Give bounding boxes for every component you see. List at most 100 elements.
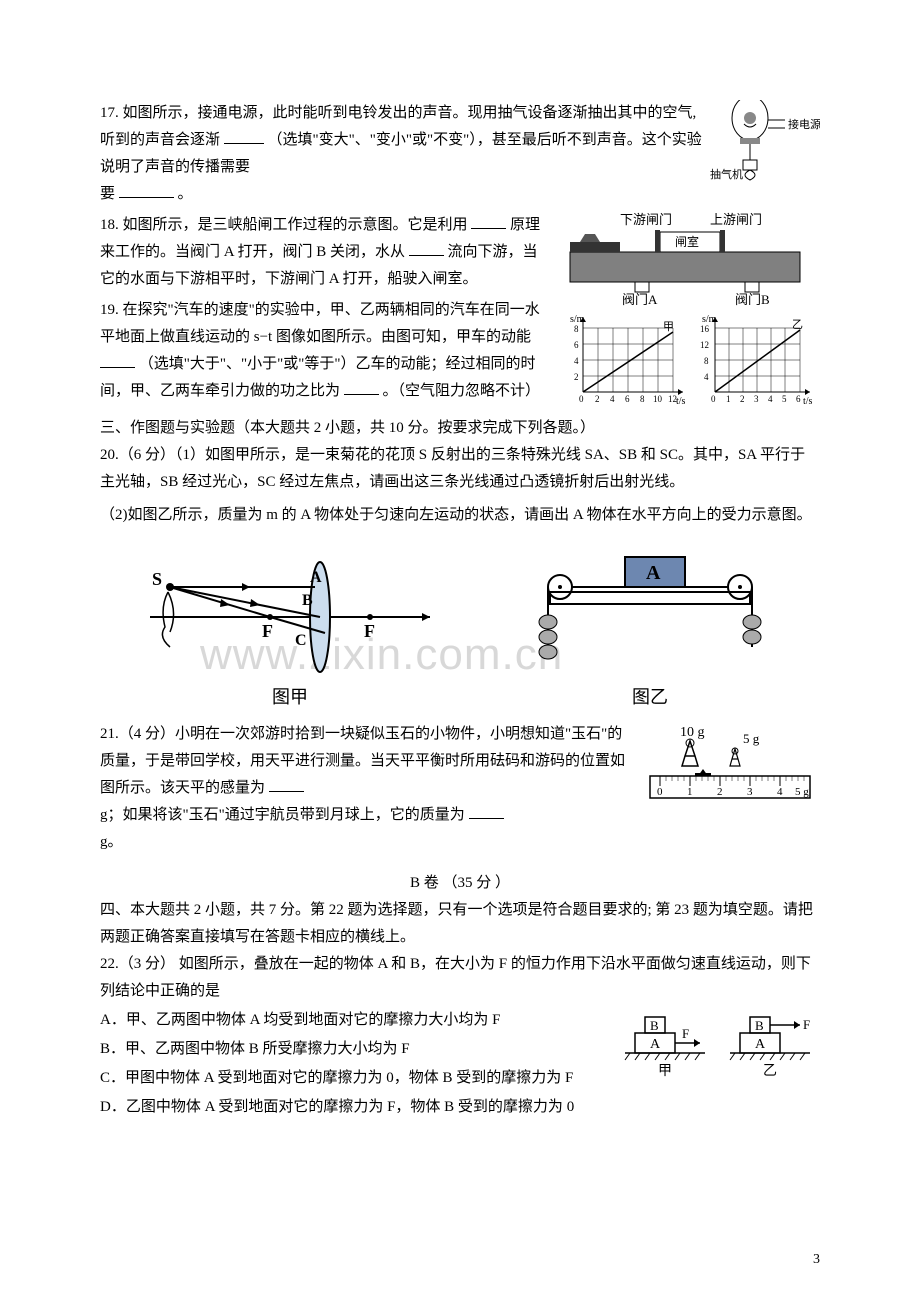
svg-text:12: 12 (700, 340, 709, 350)
svg-text:t/s: t/s (676, 396, 686, 407)
svg-text:上游闸门: 上游闸门 (710, 212, 762, 227)
section-3-title: 三、作图题与实验题（本大题共 2 小题，共 10 分。按要求完成下列各题。） (100, 415, 820, 442)
svg-text:6: 6 (574, 340, 579, 350)
q22-opt-d: D．乙图中物体 A 受到地面对它的摩擦力为 F，物体 B 受到的摩擦力为 0 (100, 1094, 820, 1121)
svg-text:4: 4 (777, 786, 783, 798)
svg-text:F: F (364, 621, 375, 641)
q17-needs-word: 要 (100, 186, 115, 202)
svg-text:阀门B: 阀门B (735, 292, 770, 307)
svg-text:10 g: 10 g (680, 725, 705, 740)
question-22: 22.（3 分） 如图所示，叠放在一起的物体 A 和 B，在大小为 F 的恒力作… (100, 951, 820, 1121)
svg-text:t/s: t/s (803, 396, 813, 407)
svg-text:0: 0 (657, 786, 663, 798)
q22-figure: A B F 甲 A B (620, 1005, 820, 1094)
q22-opt-b: B．甲、乙两图中物体 B 所受摩擦力大小均为 F (100, 1036, 612, 1063)
q18-figure: 下游闸门 上游闸门 闸室 阀门A 阀门B (560, 212, 810, 307)
svg-text:A: A (650, 1037, 661, 1052)
q20-fig-yi: A 图乙 (510, 537, 790, 713)
q17-text-b: 。 (178, 186, 193, 202)
q19-figure: s/m t/s 甲 86 42 0 24 68 (560, 307, 820, 407)
q18-text-a: 18. 如图所示，是三峡船闸工作过程的示意图。它是利用 (100, 217, 468, 233)
svg-text:B: B (302, 592, 313, 609)
q17-blank-1 (224, 129, 264, 144)
svg-text:0: 0 (711, 394, 716, 404)
q21-text-b: g；如果将该"玉石"通过宇航员带到月球上，它的质量为 (100, 807, 465, 823)
svg-text:2: 2 (740, 394, 745, 404)
q19-text-b: 。（空气阻力忽略不计） (383, 383, 541, 399)
svg-text:C: C (295, 632, 307, 649)
question-17: 17. 如图所示，接通电源，此时能听到电铃发出的声音。现用抽气设备逐渐抽出其中的… (100, 100, 820, 208)
page-number: 3 (813, 1247, 820, 1272)
svg-text:8: 8 (640, 394, 645, 404)
svg-text:甲: 甲 (663, 321, 674, 333)
section-b-title: B 卷 （35 分 ） (100, 870, 820, 897)
q22-stem: 22.（3 分） 如图所示，叠放在一起的物体 A 和 B，在大小为 F 的恒力作… (100, 951, 820, 1005)
q20-text-a: 20.（6 分）（1）如图甲所示，是一束菊花的花顶 S 反射出的三条特殊光线 S… (100, 442, 820, 496)
question-21: 21.（4 分）小明在一次郊游时拾到一块疑似玉石的小物件，小明想知道"玉石"的质… (100, 721, 820, 856)
q21-text-a: 21.（4 分）小明在一次郊游时拾到一块疑似玉石的小物件，小明想知道"玉石"的质… (100, 726, 625, 796)
svg-text:乙: 乙 (792, 318, 803, 331)
page-content: 17. 如图所示，接通电源，此时能听到电铃发出的声音。现用抽气设备逐渐抽出其中的… (100, 100, 820, 1121)
svg-text:2: 2 (574, 372, 579, 382)
question-18: 18. 如图所示，是三峡船闸工作过程的示意图。它是利用 原理来工作的。当阀门 A… (100, 212, 552, 293)
q20-figures: S A B C F F 图甲 (100, 537, 820, 713)
question-19: 19. 在探究"汽车的速度"的实验中，甲、乙两辆相同的汽车在同一水平地面上做直线… (100, 297, 552, 405)
svg-text:5 g: 5 g (743, 731, 760, 746)
section-4-title: 四、本大题共 2 小题，共 7 分。第 22 题为选择题，只有一个选项是符合题目… (100, 897, 820, 951)
q17-figure: 接电源 抽气机 (710, 100, 820, 208)
q19-text-a: 19. 在探究"汽车的速度"的实验中，甲、乙两辆相同的汽车在同一水平地面上做直线… (100, 302, 540, 345)
svg-text:4: 4 (574, 356, 579, 366)
svg-text:6: 6 (625, 394, 630, 404)
svg-text:8: 8 (574, 324, 579, 334)
svg-text:F: F (262, 621, 273, 641)
svg-text:0: 0 (579, 394, 584, 404)
svg-text:A: A (646, 562, 661, 584)
q18-blank-1 (471, 214, 506, 229)
svg-text:4: 4 (768, 394, 773, 404)
q22-opt-a: A．甲、乙两图中物体 A 均受到地面对它的摩擦力大小均为 F (100, 1007, 612, 1034)
svg-text:6: 6 (796, 394, 801, 404)
fig-yi-caption: 图乙 (510, 681, 790, 713)
q20-fig-jia: S A B C F F 图甲 (130, 537, 450, 713)
svg-text:3: 3 (747, 786, 753, 798)
q22-opt-c: C．甲图中物体 A 受到地面对它的摩擦力为 0，物体 B 受到的摩擦力为 F (100, 1065, 612, 1092)
svg-text:4: 4 (610, 394, 615, 404)
q20-text-b: （2)如图乙所示，质量为 m 的 A 物体处于匀速向左运动的状态，请画出 A 物… (100, 502, 820, 529)
svg-text:2: 2 (717, 786, 723, 798)
svg-text:1: 1 (687, 786, 693, 798)
svg-text:B: B (755, 1018, 764, 1033)
svg-text:16: 16 (700, 324, 710, 334)
svg-text:B: B (650, 1018, 659, 1033)
svg-text:闸室: 闸室 (675, 234, 699, 249)
svg-text:S: S (152, 569, 162, 589)
fig-jia-caption: 图甲 (130, 681, 450, 713)
svg-text:A: A (310, 569, 322, 586)
label-jiedianyuan: 接电源 (788, 117, 820, 131)
svg-text:F: F (803, 1017, 810, 1032)
label-chouqiji: 抽气机 (710, 167, 743, 181)
question-20: 20.（6 分）（1）如图甲所示，是一束菊花的花顶 S 反射出的三条特殊光线 S… (100, 442, 820, 529)
svg-text:阀门A: 阀门A (622, 292, 658, 307)
svg-text:乙: 乙 (763, 1063, 777, 1079)
q19-blank-1 (100, 353, 135, 368)
svg-text:10: 10 (653, 394, 663, 404)
q21-blank-1 (269, 777, 304, 792)
q18-q19-row: 18. 如图所示，是三峡船闸工作过程的示意图。它是利用 原理来工作的。当阀门 A… (100, 212, 820, 409)
svg-text:12: 12 (668, 394, 677, 404)
svg-text:1: 1 (726, 394, 731, 404)
svg-text:F: F (682, 1026, 689, 1041)
svg-text:2: 2 (595, 394, 600, 404)
svg-text:3: 3 (754, 394, 759, 404)
svg-text:下游闸门: 下游闸门 (620, 212, 672, 227)
svg-text:4: 4 (704, 372, 709, 382)
q18-blank-2 (409, 241, 444, 256)
q17-blank-2 (119, 183, 174, 198)
q21-blank-2 (469, 804, 504, 819)
svg-text:A: A (755, 1037, 766, 1052)
svg-text:5: 5 (782, 394, 787, 404)
svg-text:甲: 甲 (658, 1064, 672, 1079)
q21-text-c: g。 (100, 834, 123, 850)
svg-text:5 g: 5 g (795, 786, 809, 798)
q19-blank-2 (344, 380, 379, 395)
q21-figure: 10 g 5 g (640, 721, 820, 856)
